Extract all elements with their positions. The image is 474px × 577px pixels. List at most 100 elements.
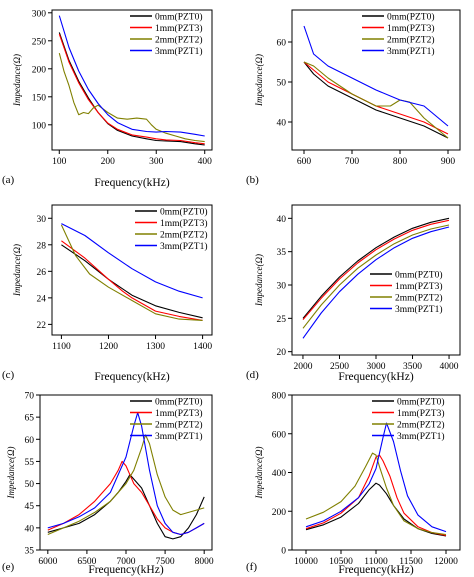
series-line-3	[305, 452, 447, 536]
x-tick-label: 1300	[146, 342, 165, 352]
y-axis-label: Impedance(Ω)	[6, 447, 16, 500]
plot-frame	[51, 204, 213, 336]
y-tick-label: 100	[32, 121, 47, 131]
series-line-3	[303, 61, 449, 139]
y-tick-label: 50	[277, 79, 287, 89]
y-tick-label: 26	[37, 268, 47, 278]
y-tick-label: 65	[25, 414, 35, 424]
y-axis-label: Impedance(Ω)	[254, 254, 264, 307]
series-line-2	[61, 240, 203, 321]
series-line-1	[303, 61, 449, 139]
x-tick-label: 1200	[99, 342, 118, 352]
y-tick-label: 300	[32, 9, 47, 19]
x-tick-label: 2500	[330, 362, 349, 372]
series-line-1	[47, 474, 205, 540]
x-tick-label: 4000	[440, 362, 459, 372]
legend-label: 1mm(PZT3)	[155, 408, 203, 419]
y-tick-label: 24	[37, 294, 47, 304]
panel-letter: (c)	[2, 369, 15, 381]
panel-2: 600 700 800 900 40 50 60 Impedance(Ω) (b) 0mm(PZT…	[246, 9, 461, 186]
legend-label: 3mm(PZT1)	[155, 431, 203, 442]
x-tick-label: 8000	[195, 557, 214, 567]
y-tick-label: 28	[37, 241, 47, 251]
panel-letter: (a)	[2, 174, 15, 186]
x-tick-label: 2000	[293, 362, 312, 372]
series-line-4	[47, 412, 205, 536]
y-tick-label: 20	[277, 348, 287, 358]
y-tick-label: 25	[277, 315, 287, 325]
panel-letter: (f)	[246, 561, 257, 573]
x-axis-label: Frequency(kHz)	[88, 564, 164, 576]
legend-label: 3mm(PZT1)	[395, 304, 443, 315]
series-line-1	[302, 217, 450, 319]
y-tick-label: 35	[277, 248, 287, 258]
x-tick-label: 800	[393, 157, 408, 167]
series-line-1	[61, 244, 203, 319]
series-line-2	[58, 33, 205, 145]
series-line-2	[305, 454, 447, 537]
legend-label: 1mm(PZT3)	[387, 23, 435, 34]
y-axis-label: Impedance(Ω)	[12, 244, 22, 297]
panel-4: 2000 2500 3000 3500 4000 20 25 30 35 40 Impedance(…	[246, 204, 461, 383]
y-axis-label: Impedance(Ω)	[12, 54, 22, 107]
y-tick-label: 800	[272, 392, 287, 402]
panel-letter: (d)	[246, 369, 259, 381]
x-axis-label: Frequency(kHz)	[94, 177, 170, 189]
legend-label: 0mm(PZT0)	[395, 270, 443, 281]
x-axis-label: Frequency(kHz)	[94, 371, 170, 383]
legend-label: 3mm(PZT1)	[160, 241, 208, 252]
x-tick-label: 400	[198, 157, 213, 167]
x-tick-label: 600	[297, 157, 312, 167]
series-line-2	[302, 219, 450, 321]
plot-frame	[291, 9, 461, 151]
y-tick-label: 40	[25, 524, 35, 534]
y-axis-label: Impedance(Ω)	[254, 447, 264, 500]
y-tick-label: 200	[272, 508, 287, 518]
series-line-3	[58, 52, 205, 143]
legend-label: 1mm(PZT3)	[397, 408, 445, 419]
legend-label: 2mm(PZT2)	[397, 420, 445, 431]
panel-letter: (e)	[2, 561, 15, 573]
panel-5: 6000 6500 7000 7500 8000 35 40 45 50 55 60 65 70 Impe…	[2, 392, 214, 577]
x-tick-label: 11500	[399, 557, 423, 567]
y-tick-label: 40	[277, 119, 287, 129]
x-tick-label: 10500	[329, 557, 353, 567]
series-line-3	[60, 224, 203, 321]
panel-3: 1100 1200 1300 1400 22 24 26 28 30 Impedance(Ω) Fr…	[2, 204, 213, 383]
y-tick-label: 0	[281, 547, 286, 557]
series-line-1	[58, 32, 205, 146]
x-tick-label: 1400	[193, 342, 212, 352]
series-line-2	[303, 61, 449, 135]
y-tick-label: 70	[25, 392, 35, 402]
series-line-2	[47, 460, 205, 536]
y-tick-label: 55	[25, 458, 35, 468]
series-line-4	[61, 223, 203, 299]
legend-label: 2mm(PZT2)	[155, 35, 203, 46]
y-tick-label: 22	[37, 321, 47, 331]
x-tick-label: 7500	[156, 557, 175, 567]
y-tick-label: 250	[32, 37, 47, 47]
legend-label: 0mm(PZT0)	[155, 12, 203, 23]
series-line-4	[303, 25, 449, 127]
x-tick-label: 300	[149, 157, 164, 167]
x-tick-label: 7000	[117, 557, 136, 567]
legend-label: 2mm(PZT2)	[387, 35, 435, 46]
legend-label: 0mm(PZT0)	[397, 397, 445, 408]
y-tick-label: 40	[277, 215, 287, 225]
legend-label: 2mm(PZT2)	[395, 293, 443, 304]
y-tick-label: 30	[37, 215, 47, 225]
legend-label: 2mm(PZT2)	[155, 420, 203, 431]
x-tick-label: 3000	[367, 362, 386, 372]
y-tick-label: 30	[277, 282, 287, 292]
legend-label: 3mm(PZT1)	[155, 46, 203, 57]
y-tick-label: 60	[25, 436, 35, 446]
x-tick-label: 6000	[38, 557, 57, 567]
x-tick-label: 11000	[364, 557, 388, 567]
y-tick-label: 150	[32, 93, 47, 103]
x-axis-label: Frequency(kHz)	[338, 371, 414, 383]
y-tick-label: 60	[277, 39, 287, 49]
x-tick-label: 6500	[77, 557, 96, 567]
y-tick-label: 50	[25, 480, 35, 490]
legend-label: 0mm(PZT0)	[160, 207, 208, 218]
series-line-4	[58, 15, 205, 137]
